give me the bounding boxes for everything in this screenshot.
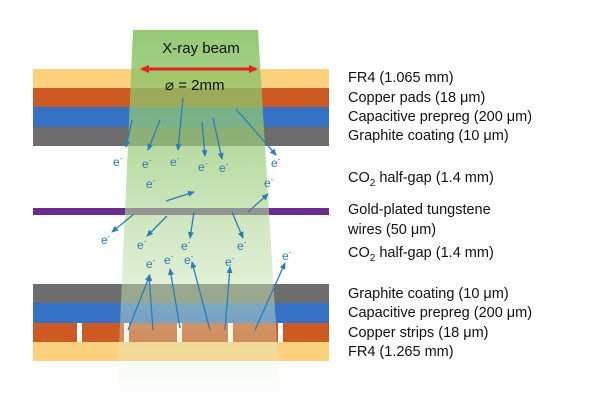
label-prepreg-top: Capacitive prepreg (200 μm) — [348, 109, 532, 126]
electron-label: e- — [271, 155, 281, 170]
label-graphite-top: Graphite coating (10 μm) — [348, 128, 509, 145]
electron-label: e- — [282, 248, 292, 263]
label-co2-gap-top: CO2 half-gap (1.4 mm) — [348, 170, 494, 187]
label-copper-pads: Copper pads (18 μm) — [348, 90, 485, 107]
label-graphite-bottom: Graphite coating (10 μm) — [348, 286, 509, 303]
gap-bottom-prefix: CO — [348, 245, 370, 261]
label-prepreg-bottom: Capacitive prepreg (200 μm) — [348, 305, 532, 322]
gap-top-prefix: CO — [348, 170, 370, 186]
gap-top-suffix: half-gap (1.4 mm) — [375, 170, 493, 186]
label-wires-line1: Gold-plated tungstene — [348, 202, 491, 219]
label-fr4-bottom: FR4 (1.265 mm) — [348, 344, 454, 361]
label-fr4-top: FR4 (1.065 mm) — [348, 70, 454, 87]
beam-title: X-ray beam — [126, 40, 276, 57]
electron-label: e- — [264, 175, 274, 190]
diameter-symbol: ⌀ — [165, 77, 174, 94]
label-copper-strips: Copper strips (18 μm) — [348, 325, 489, 342]
beam-diameter: ⌀ = 2mm — [165, 76, 224, 94]
diameter-value: = 2mm — [178, 77, 224, 94]
electron-label: e- — [113, 154, 123, 169]
gap-bottom-suffix: half-gap (1.4 mm) — [375, 245, 493, 261]
electron-label: e- — [101, 232, 111, 247]
label-wires-line2: wires (50 μm) — [348, 222, 436, 239]
label-co2-gap-bottom: CO2 half-gap (1.4 mm) — [348, 245, 494, 262]
